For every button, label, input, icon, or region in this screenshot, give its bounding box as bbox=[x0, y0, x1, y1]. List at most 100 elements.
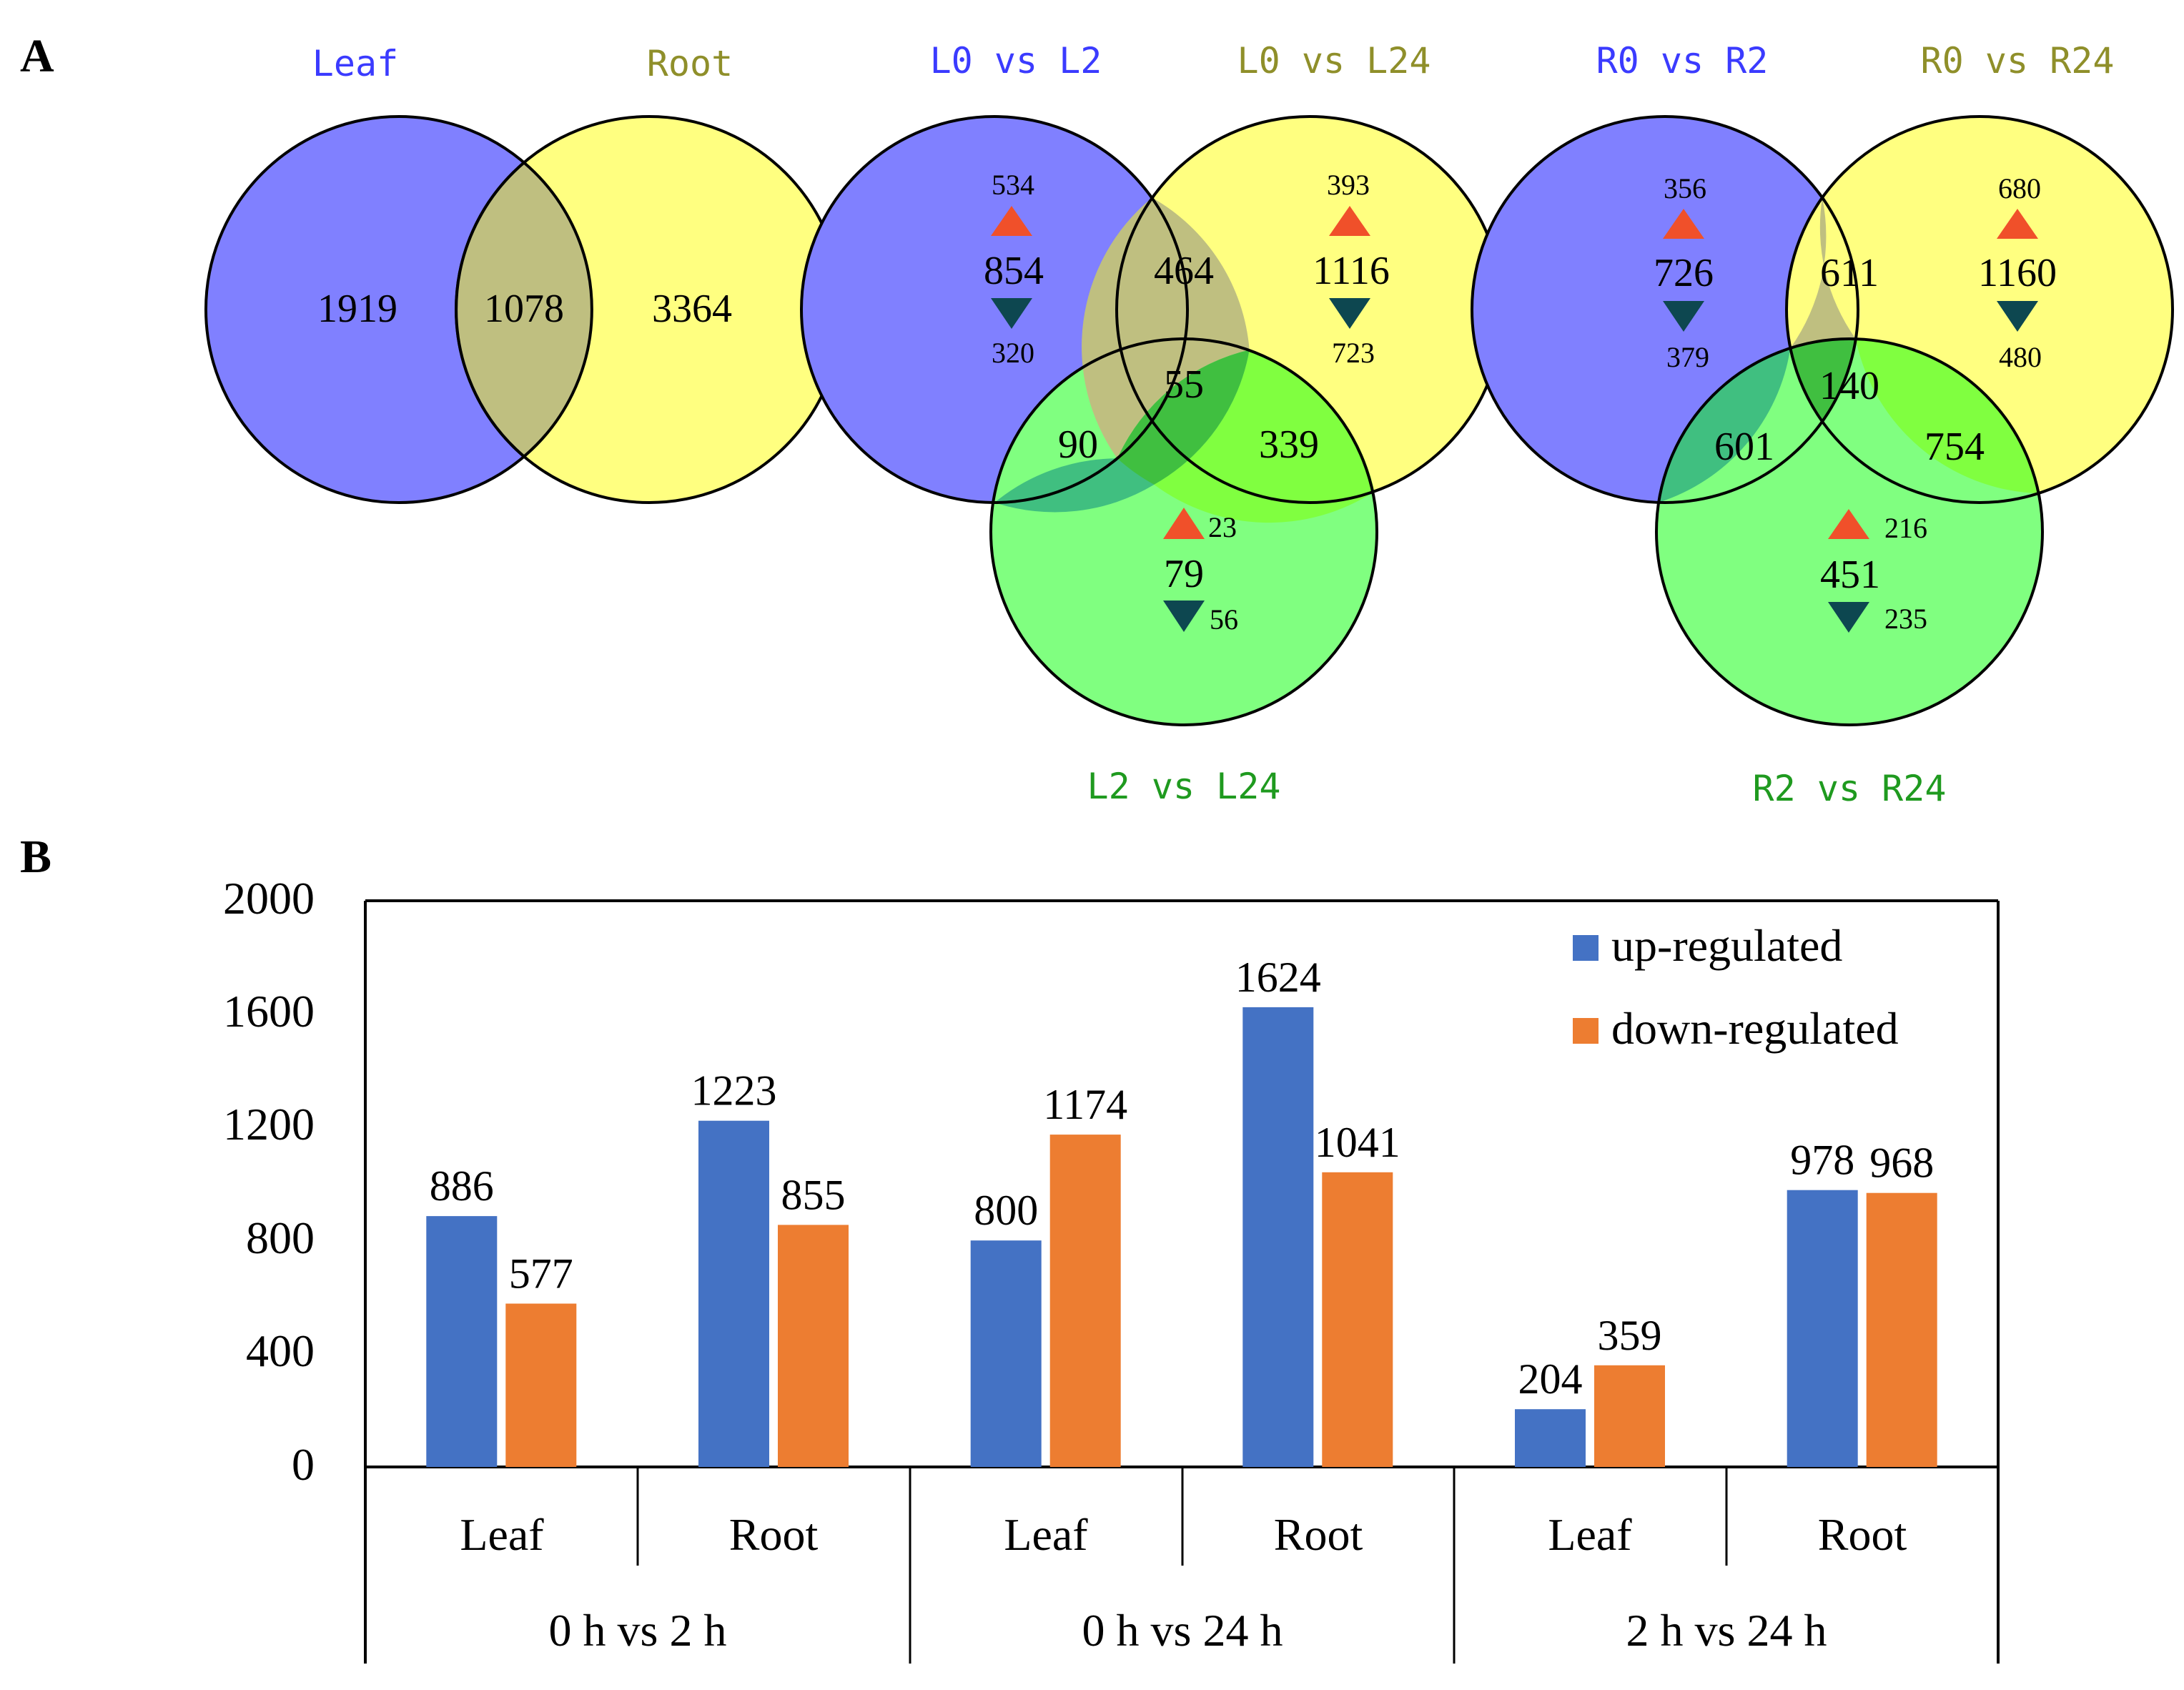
venn-r2r24-up-triangle bbox=[1828, 509, 1869, 539]
venn-l-triple-overlap bbox=[1117, 350, 1250, 485]
venn-l2l24-down-triangle bbox=[1163, 601, 1205, 632]
venn-r0r2-r0r24-overlap bbox=[1790, 197, 1856, 349]
venn-title-l2-l24: L2 vs L24 bbox=[1087, 766, 1281, 807]
venn-l0l2-only-total: 854 bbox=[984, 249, 1044, 293]
bar-up-regulated bbox=[1242, 1007, 1314, 1467]
venn-l0l2-up-triangle bbox=[991, 206, 1032, 236]
bar-down-regulated bbox=[778, 1225, 849, 1467]
venn-l0l2-l0l24-value: 464 bbox=[1154, 249, 1214, 293]
venn-title-leaf: Leaf bbox=[312, 43, 398, 84]
venn-r0r2-r2r24-overlap bbox=[1659, 338, 1856, 503]
x-group-label: 0 h vs 2 h bbox=[549, 1605, 727, 1656]
venn-r0r24-only-total: 1160 bbox=[1978, 251, 2057, 295]
venn-l0l2-l2l24-value: 90 bbox=[1058, 423, 1098, 467]
venn-r2r24-down-count: 235 bbox=[1884, 603, 1927, 635]
venn-l0l24-up-count: 393 bbox=[1327, 169, 1370, 201]
venn-l0l2-down-count: 320 bbox=[992, 337, 1034, 369]
venn-title-root: Root bbox=[647, 43, 733, 84]
bar-value-label: 1041 bbox=[1315, 1119, 1400, 1166]
bar-value-label: 886 bbox=[430, 1162, 494, 1210]
venn-r0r2-r2r24-value: 601 bbox=[1714, 425, 1774, 469]
legend-swatch-down bbox=[1573, 1018, 1599, 1044]
venn-leaf-root-overlap bbox=[455, 160, 593, 459]
bar-value-label: 968 bbox=[1869, 1140, 1934, 1187]
x-category-label: Leaf bbox=[1004, 1509, 1088, 1560]
x-category-label: Root bbox=[1818, 1509, 1907, 1560]
venn-title-l0-l2: L0 vs L2 bbox=[930, 40, 1102, 81]
venn-title-r0-r24: R0 vs R24 bbox=[1921, 40, 2115, 81]
y-tick-label: 0 bbox=[292, 1439, 315, 1490]
x-group-label: 0 h vs 24 h bbox=[1082, 1605, 1283, 1656]
venn-r0r2-down-triangle bbox=[1663, 301, 1704, 332]
legend-swatch-up bbox=[1573, 935, 1599, 961]
x-group-label: 2 h vs 24 h bbox=[1626, 1605, 1827, 1656]
y-tick-label: 800 bbox=[246, 1212, 315, 1263]
venn-l2l24-up-triangle bbox=[1163, 508, 1205, 539]
venn-r-triple-overlap bbox=[1790, 338, 1856, 422]
bar-value-label: 359 bbox=[1598, 1312, 1662, 1359]
venn-l0l2-up-count: 534 bbox=[992, 169, 1034, 201]
venn-l2l24-only-total: 79 bbox=[1164, 552, 1204, 596]
bar-down-regulated bbox=[1322, 1172, 1393, 1467]
bar-value-label: 800 bbox=[974, 1187, 1038, 1234]
x-category-label: Leaf bbox=[460, 1509, 544, 1560]
panel-label-a: A bbox=[20, 30, 54, 82]
bar-up-regulated bbox=[1787, 1190, 1858, 1467]
venn-r-triple-value: 140 bbox=[1819, 364, 1879, 408]
x-category-label: Root bbox=[1274, 1509, 1363, 1560]
venn-r0r24-up-triangle bbox=[1997, 209, 2038, 239]
bar-value-label: 204 bbox=[1518, 1355, 1583, 1403]
venn-r0r2-up-triangle bbox=[1663, 209, 1704, 239]
panel-label-b: B bbox=[20, 831, 51, 883]
venn-r2r24-up-count: 216 bbox=[1884, 512, 1927, 544]
venn-r0r24-r2r24-overlap bbox=[1790, 338, 2039, 494]
venn-r0r2-up-count: 356 bbox=[1664, 172, 1706, 204]
bar-down-regulated bbox=[1866, 1192, 1937, 1467]
venn-l0l24-only-total: 1116 bbox=[1313, 249, 1390, 293]
bar-value-label: 855 bbox=[781, 1171, 846, 1218]
venn-r0r2-only-total: 726 bbox=[1654, 251, 1714, 295]
venn-l-triple-value: 55 bbox=[1164, 362, 1204, 407]
venn-title-r2-r24: R2 vs R24 bbox=[1753, 768, 1947, 809]
venn-r0r24-up-count: 680 bbox=[1998, 172, 2041, 204]
bar-value-label: 1174 bbox=[1043, 1081, 1127, 1128]
venn-r0r24-down-count: 480 bbox=[1999, 341, 2042, 373]
bar-chart: 0 400 800 1200 1600 2000 Leaf Root Leaf … bbox=[223, 873, 2000, 1664]
venn-r2r24-down-triangle bbox=[1828, 602, 1869, 633]
venn-r2-r24-outline bbox=[1655, 337, 2044, 726]
bar-value-label: 978 bbox=[1790, 1137, 1854, 1184]
venn-l2l24-down-count: 56 bbox=[1210, 603, 1238, 636]
venn-r0-r2-outline bbox=[1471, 115, 1859, 504]
bars: 886 1223 800 1624 204 978 577 855 1174 1041 359 968 bbox=[426, 954, 1937, 1467]
venn-root-timepoints: R0 vs R2 R0 vs R24 R2 vs R24 356 726 379 680 11… bbox=[1471, 40, 2174, 809]
venn-r0r24-down-triangle bbox=[1997, 301, 2038, 332]
venn-r0r2-down-count: 379 bbox=[1666, 341, 1709, 373]
x-category-label: Leaf bbox=[1548, 1509, 1632, 1560]
venn-value-root-only: 3364 bbox=[652, 287, 732, 331]
venn-title-r0-r2: R0 vs R2 bbox=[1596, 40, 1769, 81]
bar-up-regulated bbox=[698, 1120, 769, 1467]
bar-up-regulated bbox=[426, 1216, 498, 1467]
bar-down-regulated bbox=[505, 1303, 577, 1467]
bar-value-label: 577 bbox=[509, 1250, 573, 1298]
venn-title-l0-l24: L0 vs L24 bbox=[1237, 40, 1431, 81]
venn-r0r24-r2r24-value: 754 bbox=[1924, 425, 1985, 469]
venn-leaf-timepoints: L0 vs L2 L0 vs L24 L2 vs L24 534 854 320… bbox=[800, 40, 1504, 807]
y-tick-label: 400 bbox=[246, 1325, 315, 1376]
bar-down-regulated bbox=[1049, 1135, 1121, 1467]
legend-label-down: down-regulated bbox=[1611, 1003, 1899, 1054]
bar-value-label: 1624 bbox=[1235, 954, 1321, 1001]
venn-l0l24-l2l24-value: 339 bbox=[1259, 423, 1319, 467]
venn-leaf-root: Leaf Root 1919 1078 3364 bbox=[204, 43, 844, 504]
bar-down-regulated bbox=[1594, 1365, 1665, 1467]
y-tick-label: 2000 bbox=[223, 873, 315, 924]
venn-value-leaf-root: 1078 bbox=[484, 287, 564, 331]
venn-r0-r24-outline bbox=[1785, 115, 2174, 504]
venn-l0l24-down-triangle bbox=[1329, 298, 1370, 329]
venn-l0l2-down-triangle bbox=[991, 298, 1032, 329]
legend-label-up: up-regulated bbox=[1611, 920, 1842, 971]
bar-value-label: 1223 bbox=[691, 1067, 777, 1115]
venn-l2-l24-outline bbox=[989, 337, 1378, 726]
y-tick-label: 1200 bbox=[223, 1099, 315, 1150]
